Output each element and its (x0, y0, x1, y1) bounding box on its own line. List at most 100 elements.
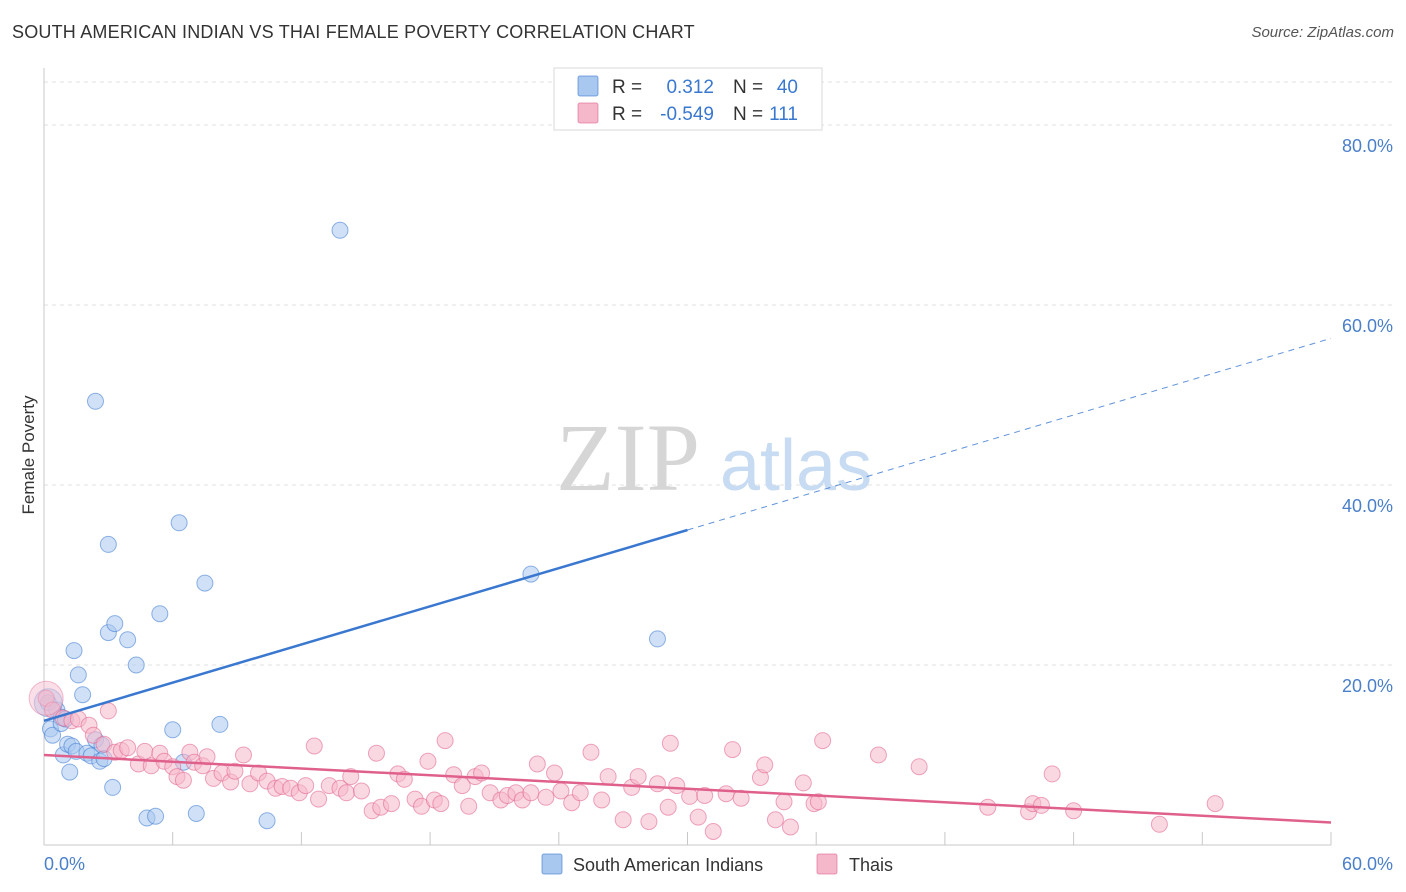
data-point (775, 793, 793, 811)
data-point (689, 808, 707, 826)
watermark-zip: ZIP (556, 404, 700, 511)
series-south-american-indians (33, 221, 666, 830)
data-point (1150, 815, 1168, 833)
data-point (65, 642, 83, 660)
legend-n-label: N = (733, 104, 763, 125)
data-point (809, 793, 827, 811)
data-point (696, 787, 714, 804)
top-legend: R = 0.312 N = 40 R = -0.549 N = 111 (553, 67, 823, 131)
data-point (61, 763, 79, 781)
data-point (310, 790, 328, 808)
data-point (717, 785, 735, 803)
data-point (170, 514, 188, 532)
data-point (629, 768, 647, 786)
legend-n-value: 111 (769, 104, 798, 125)
data-point (781, 818, 799, 836)
data-point (164, 721, 182, 739)
data-point (460, 797, 478, 815)
data-point (869, 746, 887, 764)
y-axis-label: Female Poverty (19, 395, 38, 515)
grid-lines (44, 81, 1392, 666)
top-legend-box (553, 67, 823, 131)
legend-r-value: -0.549 (660, 104, 714, 125)
data-point (668, 777, 686, 795)
legend-n-value: 40 (777, 77, 798, 98)
data-point (337, 784, 355, 802)
x-tick-labels: 0.0% 60.0% (44, 854, 1393, 874)
bottom-legend-label: South American Indians (573, 855, 763, 875)
data-point (352, 782, 370, 800)
data-point (1065, 802, 1083, 820)
bottom-legend-swatch-thais (816, 853, 838, 875)
data-point (382, 795, 400, 813)
data-point (226, 762, 244, 780)
data-point (127, 656, 145, 674)
trend-line-extension (687, 337, 1332, 531)
bottom-legend-swatch-south-american-indians (541, 853, 563, 875)
data-point (1032, 796, 1050, 814)
data-point (86, 392, 104, 410)
legend-r-label: R = (612, 77, 642, 98)
trend-line-south-american-indians (43, 528, 688, 722)
data-point (99, 535, 117, 553)
data-point (297, 777, 315, 795)
data-point (599, 768, 617, 786)
y-tick-label: 60.0% (1342, 316, 1393, 336)
data-point (640, 813, 658, 831)
y-tick-label: 20.0% (1342, 676, 1393, 696)
data-point (546, 764, 564, 782)
data-point (99, 702, 117, 720)
series-thais (28, 680, 1224, 840)
legend-swatch-thais (577, 102, 599, 124)
source-label: Source: ZipAtlas.com (1251, 24, 1394, 41)
watermark: ZIP atlas (556, 404, 872, 511)
data-point (234, 746, 252, 764)
data-point (794, 774, 812, 792)
legend-r-label: R = (612, 104, 642, 125)
data-point (69, 666, 87, 684)
chart-title: SOUTH AMERICAN INDIAN VS THAI FEMALE POV… (12, 22, 695, 42)
legend-r-value: 0.312 (666, 77, 714, 98)
data-point (704, 823, 722, 840)
bottom-legend-label: Thais (849, 855, 893, 875)
legend-swatch-south-american-indians (577, 75, 599, 97)
data-point (419, 752, 437, 770)
data-point (571, 784, 589, 802)
data-point (258, 812, 276, 830)
data-point (614, 811, 632, 829)
data-point (74, 686, 92, 704)
data-point (681, 787, 699, 805)
data-point (537, 788, 555, 806)
data-point (648, 775, 666, 793)
trend-line-thais (43, 753, 1332, 824)
data-point (331, 221, 349, 239)
data-point (659, 798, 677, 816)
data-point (147, 807, 165, 825)
data-point (766, 811, 784, 829)
y-tick-label: 40.0% (1342, 496, 1393, 516)
data-point (732, 789, 750, 807)
data-point (119, 739, 137, 757)
trend-lines (43, 337, 1332, 824)
y-tick-labels: 20.0% 40.0% 60.0% 80.0% (1342, 136, 1393, 696)
data-point (661, 734, 679, 752)
watermark-atlas: atlas (720, 426, 872, 506)
data-point (979, 798, 997, 816)
data-point (1206, 795, 1224, 813)
data-point (196, 574, 214, 592)
data-point (211, 715, 229, 733)
data-point (724, 741, 742, 759)
data-point (342, 768, 360, 786)
data-point (174, 771, 192, 789)
data-point (367, 744, 385, 762)
data-point (187, 805, 205, 822)
data-point (528, 755, 546, 773)
data-point (756, 756, 774, 774)
legend-n-label: N = (733, 77, 763, 98)
data-point (522, 784, 540, 802)
data-point (814, 732, 832, 750)
x-tick-label: 60.0% (1342, 854, 1393, 874)
bottom-legend: South American Indians Thais (541, 853, 893, 875)
data-point (910, 758, 928, 776)
